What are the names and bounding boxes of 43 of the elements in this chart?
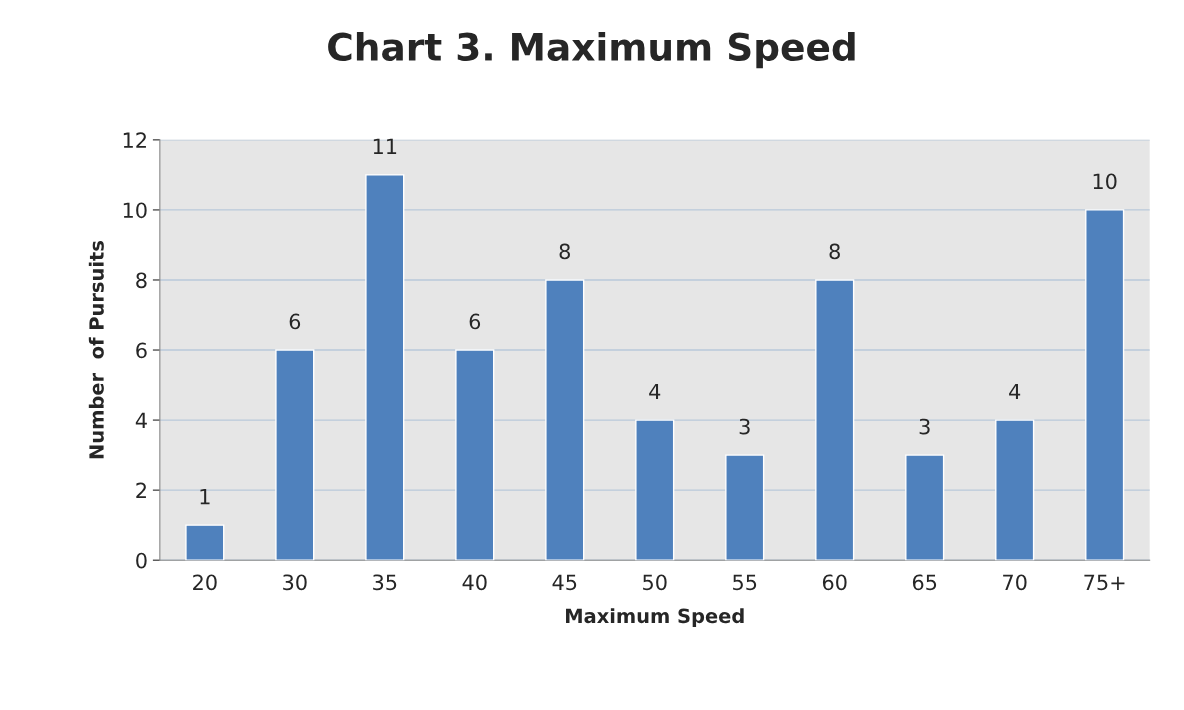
y-tick-label: 12 [123, 132, 146, 148]
x-tick-label: 30 [283, 574, 307, 591]
bar [725, 454, 765, 561]
y-axis-title: Number of Pursuits [88, 241, 104, 459]
y-tick-label: 0 [136, 552, 147, 569]
bar [995, 419, 1035, 561]
data-label: 8 [829, 243, 840, 260]
x-tick-label: 40 [462, 574, 487, 591]
x-tick-label: 70 [1003, 574, 1027, 591]
data-label: 4 [649, 383, 661, 400]
x-tick-label: 55 [733, 574, 757, 591]
data-label: 11 [373, 138, 397, 154]
bar [185, 524, 225, 561]
data-label: 1 [200, 488, 210, 505]
chart-title: Chart 3. Maximum Speed [328, 31, 855, 69]
data-label: 8 [559, 243, 570, 260]
bar [455, 349, 495, 561]
y-tick-label: 6 [136, 342, 147, 359]
y-tick-label: 2 [136, 482, 146, 499]
bar [275, 349, 315, 561]
x-tick-label: 75+ [1084, 574, 1125, 591]
bar [905, 454, 945, 561]
data-label: 3 [919, 418, 930, 435]
bar [545, 279, 585, 561]
y-tick-label: 10 [123, 202, 147, 219]
x-tick-label: 65 [912, 574, 937, 591]
bar [635, 419, 675, 561]
x-axis-title: Maximum Speed [566, 608, 744, 627]
bar [815, 279, 855, 561]
data-label: 6 [289, 313, 301, 330]
x-tick-label: 50 [643, 574, 667, 591]
x-tick-label: 35 [373, 574, 397, 591]
data-label: 6 [469, 313, 481, 330]
data-label: 3 [739, 418, 750, 435]
data-label: 4 [1009, 383, 1021, 400]
y-tick-label: 8 [136, 272, 147, 289]
x-tick-label: 45 [552, 574, 577, 591]
y-tick-label: 4 [135, 412, 147, 428]
x-tick-label: 20 [193, 574, 217, 591]
x-tick-label: 60 [822, 574, 847, 591]
bar [365, 174, 405, 561]
data-label: 10 [1093, 173, 1117, 190]
bar [1085, 209, 1125, 561]
